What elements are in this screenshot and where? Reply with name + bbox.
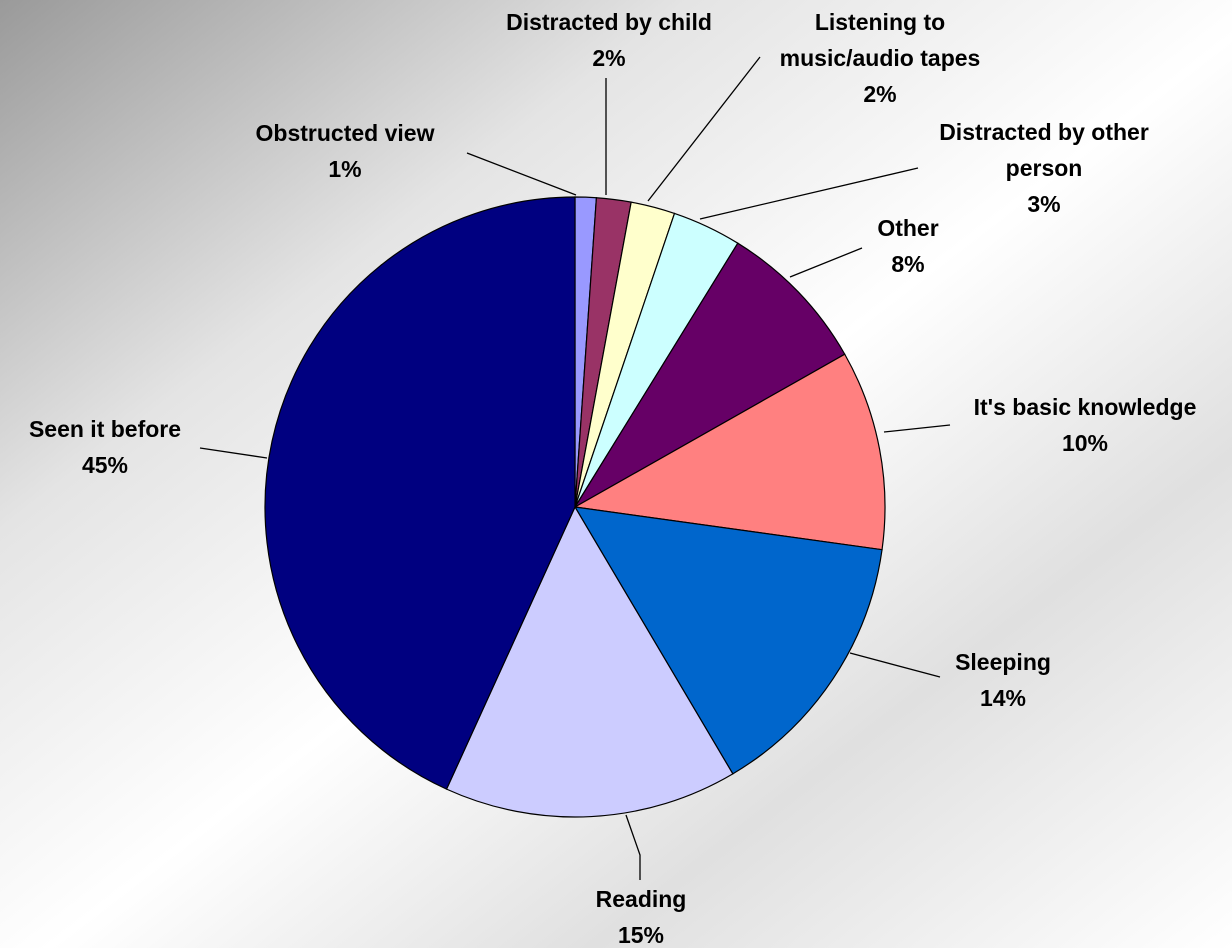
slice-label-name: Distracted by child (506, 9, 712, 35)
slice-label-percent: 3% (1027, 191, 1060, 217)
slice-label-name: It's basic knowledge (974, 394, 1197, 420)
slice-label-percent: 8% (891, 251, 924, 277)
slice-label: Distracted by child 2% (506, 9, 712, 71)
pie-slice (573, 353, 886, 551)
slice-label-percent: 2% (592, 45, 625, 71)
pie-slice (573, 506, 883, 775)
slice-label: Other 8% (877, 215, 938, 277)
leader-line (199, 447, 268, 459)
slice-label: Reading 15% (596, 886, 687, 948)
slice-label-name: Seen it before (29, 416, 181, 442)
leader-line (699, 167, 919, 220)
slice-label-name: Listening to (815, 9, 945, 35)
slice-labels: Obstructed view 1%Distracted by child 2%Li… (29, 9, 1196, 948)
pie-slice (574, 242, 846, 508)
pie-slice (445, 505, 734, 818)
leader-line (466, 152, 577, 196)
slice-label-name: Reading (596, 886, 687, 912)
slice-label-percent: 1% (328, 156, 361, 182)
slice-label: Listening to music/audio tapes 2% (780, 9, 981, 107)
slice-label: Obstructed view 1% (256, 120, 435, 182)
pie-slice (264, 196, 576, 790)
leader-line (647, 56, 761, 202)
leader-line (849, 652, 941, 678)
slice-label-percent: 45% (82, 452, 128, 478)
slice-label-name: person (1006, 155, 1083, 181)
slice-label-name: Obstructed view (256, 120, 435, 146)
pie-slices (264, 196, 886, 818)
slice-label-percent: 2% (863, 81, 896, 107)
leader-line (625, 814, 641, 880)
slice-label-name: music/audio tapes (780, 45, 981, 71)
slice-label: Distracted by other person 3% (939, 119, 1149, 217)
slice-label-percent: 10% (1062, 430, 1108, 456)
slice-label-percent: 14% (980, 685, 1026, 711)
leader-lines (199, 56, 951, 880)
slice-label: Sleeping 14% (955, 649, 1051, 711)
slice-label-name: Other (877, 215, 938, 241)
leader-line (883, 424, 951, 433)
slice-label-percent: 15% (618, 922, 664, 948)
slice-label: It's basic knowledge 10% (974, 394, 1197, 456)
slice-label-name: Distracted by other (939, 119, 1149, 145)
slice-label-name: Sleeping (955, 649, 1051, 675)
leader-line (789, 247, 863, 278)
slice-label: Seen it before 45% (29, 416, 181, 478)
